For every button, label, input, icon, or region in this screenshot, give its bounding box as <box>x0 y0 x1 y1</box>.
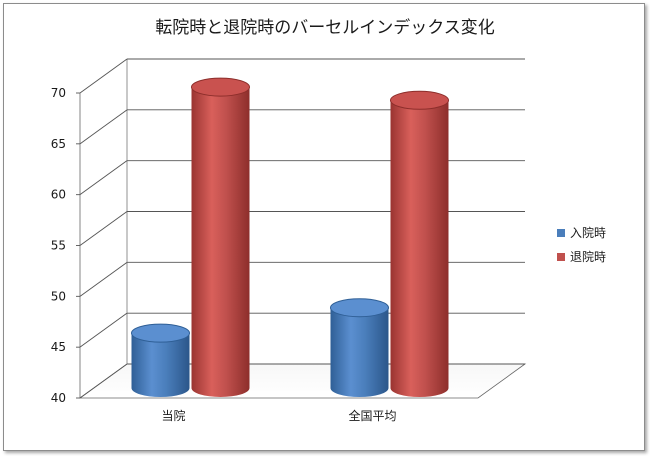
bar-top-退院時-当院 <box>191 77 250 97</box>
bar-top-入院時-全国平均 <box>330 298 389 318</box>
gridlines <box>76 58 525 399</box>
y-tick-label-2: 50 <box>51 289 66 303</box>
gridline-side-3 <box>79 211 128 246</box>
legend-label-0: 入院時 <box>570 226 606 240</box>
bar-top-入院時-当院 <box>131 323 190 343</box>
y-tick-label-4: 60 <box>51 188 66 202</box>
legend-label-1: 退院時 <box>570 250 606 264</box>
legend: 入院時 退院時 <box>557 226 606 264</box>
bars <box>131 77 449 398</box>
chart-title: 転院時と退院時のバーセルインデックス変化 <box>155 17 495 38</box>
legend-swatch-0 <box>557 229 565 237</box>
y-tick-label-0: 40 <box>51 391 66 405</box>
gridline-side-6 <box>79 58 128 94</box>
y-tick-label-3: 55 <box>51 239 66 253</box>
gridline-side-1 <box>79 312 128 348</box>
bar-入院時-全国平均 <box>330 307 389 397</box>
legend-swatch-1 <box>557 253 565 261</box>
x-category-label-1: 全国平均 <box>348 408 396 423</box>
y-tick-label-5: 65 <box>51 137 66 151</box>
gridline-side-0 <box>79 363 128 399</box>
y-axis-ticks: 40 45 50 55 60 65 70 <box>51 86 66 405</box>
bar-入院時-当院 <box>131 333 190 397</box>
bar-top-退院時-全国平均 <box>390 90 449 110</box>
y-tick-label-1: 45 <box>51 340 66 354</box>
gridline-side-2 <box>79 261 128 297</box>
bar-退院時-全国平均 <box>390 100 449 398</box>
x-category-label-0: 当院 <box>161 409 185 423</box>
gridline-side-5 <box>79 109 128 145</box>
bar-退院時-当院 <box>191 87 250 397</box>
x-axis-categories: 当院 全国平均 <box>161 408 396 423</box>
y-tick-label-6: 70 <box>51 86 66 100</box>
gridline-side-4 <box>79 160 128 196</box>
